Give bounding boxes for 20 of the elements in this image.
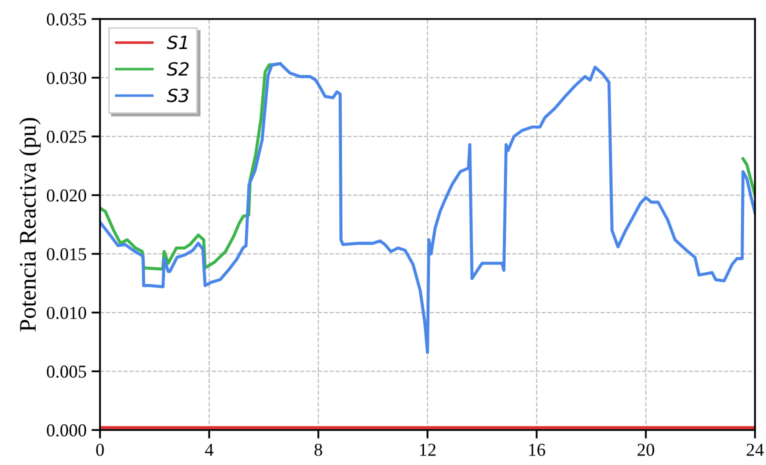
y-tick-label: 0.035	[46, 13, 86, 26]
line-series	[100, 62, 755, 354]
x-tick-label: 20	[638, 444, 654, 456]
x-tick-label: 8	[314, 444, 322, 456]
legend-label: S1	[166, 36, 188, 50]
y-tick-label: 0.030	[46, 72, 86, 84]
y-tick-label: 0.015	[46, 248, 86, 260]
x-tick-label: 16	[529, 444, 546, 456]
x-tick-label: 4	[205, 444, 214, 456]
x-tick-label: 12	[420, 444, 436, 456]
x-tick-label: 24	[746, 444, 764, 456]
y-axis-title: Potencia Reactiva (pu)	[19, 118, 41, 332]
legend-label: S3	[166, 88, 189, 102]
y-tick-label: 0.000	[46, 424, 86, 437]
y-tick-label: 0.005	[46, 366, 86, 378]
legend-label: S2	[166, 62, 189, 76]
y-tick-label: 0.020	[46, 189, 86, 202]
y-tick-label: 0.025	[46, 130, 86, 143]
y-tick-label: 0.010	[46, 306, 86, 320]
x-tick-label: 0	[96, 444, 104, 456]
